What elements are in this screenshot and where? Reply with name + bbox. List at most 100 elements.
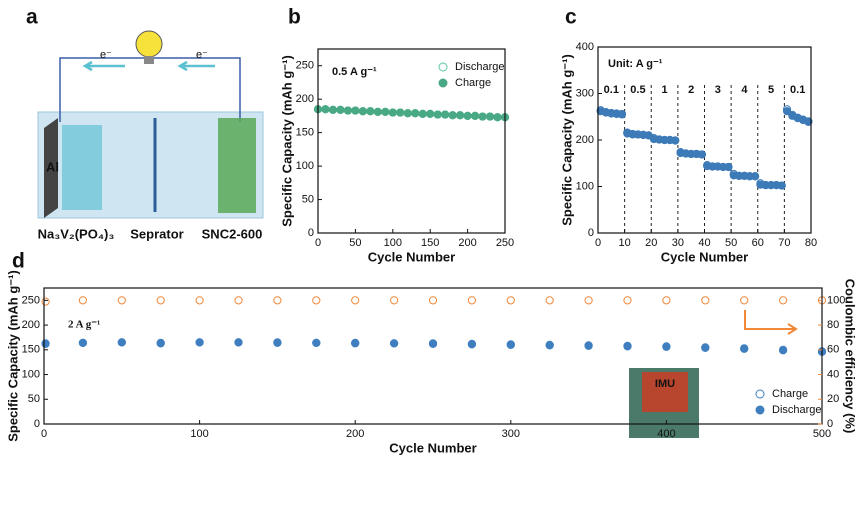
- anode-label: SNC2-600: [202, 226, 263, 241]
- marker: [506, 296, 515, 305]
- segment-label: 2: [688, 84, 694, 96]
- marker: [433, 110, 442, 119]
- x-tick-label: 30: [672, 237, 684, 249]
- legend-label: Charge: [455, 77, 491, 89]
- x-tick-label: 200: [458, 237, 476, 249]
- x-tick-label: 150: [421, 237, 439, 249]
- separator-label: Seprator: [130, 226, 183, 241]
- x-tick-label: 70: [778, 237, 790, 249]
- marker: [78, 296, 88, 305]
- marker: [403, 109, 412, 118]
- marker: [351, 106, 360, 115]
- y-tick-label: 200: [296, 93, 314, 105]
- inset-text: IMU: [655, 378, 675, 390]
- marker: [381, 107, 390, 116]
- marker: [740, 344, 749, 353]
- y-tick-label: 250: [22, 294, 40, 306]
- marker: [321, 105, 330, 114]
- marker: [428, 339, 438, 348]
- marker: [777, 181, 786, 190]
- marker: [506, 340, 515, 349]
- panel-a: a e⁻ e⁻ Al Na₃V₂(PO₄)₃ Seprator SNC2-600: [26, 6, 264, 241]
- marker: [623, 342, 632, 351]
- marker: [78, 338, 88, 347]
- y-tick-label: 100: [296, 160, 314, 172]
- legend-marker: [755, 405, 765, 415]
- electron-label: e⁻: [196, 49, 208, 61]
- marker: [390, 296, 399, 305]
- y-tick-label: 100: [576, 180, 594, 192]
- y-tick-label: 150: [22, 344, 40, 356]
- x-tick-label: 400: [657, 428, 675, 440]
- marker: [701, 343, 710, 352]
- panel-label: c: [565, 6, 577, 29]
- marker: [411, 109, 420, 118]
- cathode: [62, 125, 102, 210]
- marker: [485, 112, 495, 121]
- x-tick-label: 200: [346, 428, 364, 440]
- panel-label: b: [288, 6, 301, 29]
- y-tick-label: 100: [22, 368, 40, 380]
- segment-label: 3: [715, 84, 721, 96]
- marker: [351, 296, 360, 305]
- marker: [156, 339, 165, 348]
- plot-frame: [317, 48, 506, 234]
- y-axis-label: Specific Capacity (mAh g⁻¹): [5, 270, 20, 442]
- marker: [418, 109, 427, 119]
- x-tick-label: 300: [502, 428, 520, 440]
- marker: [366, 107, 375, 116]
- marker: [234, 338, 243, 347]
- marker: [779, 296, 788, 305]
- x-tick-label: 0: [41, 428, 47, 440]
- arrow: [82, 60, 125, 72]
- marker: [701, 296, 710, 305]
- marker: [117, 338, 126, 347]
- y-tick-label: 250: [296, 60, 314, 72]
- x-axis-label: Cycle Number: [368, 249, 455, 264]
- marker: [448, 111, 457, 120]
- segment-label: 5: [768, 84, 774, 96]
- legend-marker: [438, 62, 448, 72]
- y-tick-label: 50: [302, 193, 314, 205]
- note: 0.5 A g⁻¹: [332, 66, 377, 78]
- marker: [493, 113, 502, 122]
- y-tick-label: 200: [22, 319, 40, 331]
- marker: [273, 296, 282, 305]
- marker: [41, 339, 50, 348]
- y-tick-label: 50: [28, 393, 40, 405]
- x-tick-label: 50: [725, 237, 737, 249]
- x-tick-label: 250: [496, 237, 514, 249]
- marker: [463, 111, 472, 121]
- collector: [44, 118, 58, 218]
- x-tick-label: 80: [805, 237, 817, 249]
- legend-label: Discharge: [455, 61, 505, 73]
- marker: [441, 110, 450, 119]
- x-tick-label: 40: [698, 237, 710, 249]
- x-tick-label: 0: [315, 237, 321, 249]
- y2-axis-label: Coulombic efficiency (%): [843, 279, 858, 434]
- marker: [195, 296, 204, 305]
- y2-tick-label: 20: [827, 393, 839, 405]
- collector-label: Al: [46, 159, 59, 174]
- marker: [467, 296, 476, 305]
- marker: [336, 105, 345, 114]
- legend-marker: [755, 389, 765, 399]
- marker: [697, 150, 706, 159]
- segment-label: 1: [662, 84, 668, 96]
- marker: [779, 346, 788, 355]
- segment-label: 0.1: [604, 84, 619, 96]
- y-tick-label: 200: [576, 134, 594, 146]
- y2-tick-label: 0: [827, 418, 833, 430]
- marker: [724, 162, 733, 172]
- x-tick-label: 100: [384, 237, 402, 249]
- y-tick-label: 0: [588, 227, 594, 239]
- panel-label: d: [12, 250, 25, 273]
- segment-label: 0.1: [790, 84, 805, 96]
- marker: [662, 342, 671, 351]
- y-tick-label: 0: [308, 227, 314, 239]
- marker: [617, 110, 627, 119]
- plot-frame: [43, 287, 823, 425]
- legend-marker: [438, 78, 448, 88]
- x-tick-label: 10: [619, 237, 631, 249]
